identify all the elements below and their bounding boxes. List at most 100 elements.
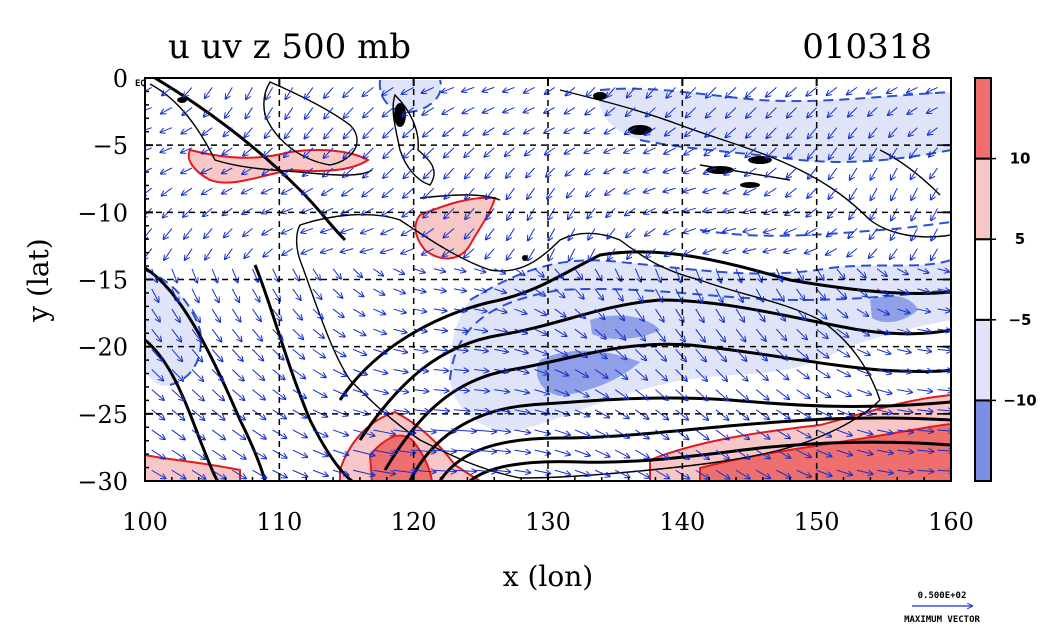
wind-vector-343: [485, 147, 495, 157]
wind-vector-792: [937, 329, 951, 331]
wind-vector-598: [735, 449, 749, 459]
wind-vector-175: [312, 389, 327, 397]
wind-vector-376: [514, 410, 529, 413]
wind-vector-553: [695, 349, 706, 361]
y-tick-label-6: −30: [77, 468, 128, 496]
wind-vector-555: [695, 389, 708, 401]
wind-vector-178: [312, 449, 328, 456]
colorbar-label-1: −5: [1008, 311, 1031, 329]
wind-vector-153: [292, 348, 305, 358]
wind-vector-250: [393, 288, 406, 293]
wind-vector-441: [585, 107, 596, 115]
wind-vector-793: [937, 349, 951, 351]
wind-vector-330: [474, 289, 486, 292]
wind-vector-189: [332, 268, 341, 279]
wind-vector-135: [272, 389, 286, 399]
wind-vector-463: [604, 147, 616, 153]
wind-vector-62: [203, 127, 213, 135]
wind-vector-677: [816, 429, 832, 437]
wind-vector-373: [514, 349, 527, 353]
wind-vector-485: [624, 187, 636, 193]
wind-vector-98: [232, 449, 245, 459]
wind-vector-465: [605, 187, 616, 195]
wind-vector-787: [931, 228, 939, 240]
wind-vector-564: [704, 167, 717, 174]
y-axis-title: y (lat): [22, 238, 55, 322]
wind-vector-283: [424, 147, 435, 158]
wind-vector-644: [787, 167, 797, 178]
wind-vector-657: [796, 429, 811, 438]
wind-vector-134: [272, 369, 285, 380]
wind-vector-370: [514, 288, 525, 294]
wind-vector-632: [775, 328, 786, 340]
wind-vector-514: [655, 369, 667, 381]
wind-vector-721: [868, 107, 878, 116]
wind-vector-71: [211, 308, 220, 322]
wind-vector-4: [145, 167, 152, 174]
wind-vector-110: [252, 288, 259, 302]
wind-vector-746: [891, 208, 898, 220]
wind-vector-617: [755, 429, 769, 439]
wind-vector-27: [164, 228, 173, 239]
wind-vector-22: [160, 127, 173, 133]
wind-vector-182: [324, 127, 334, 139]
wind-vector-76: [211, 409, 224, 420]
wind-vector-303: [444, 147, 455, 158]
wind-vector-716: [856, 409, 872, 415]
wind-vector-467: [607, 228, 616, 238]
wind-vector-410: [554, 288, 565, 298]
wind-vector-200: [343, 87, 354, 97]
wind-vector-97: [232, 429, 245, 439]
wind-vector-713: [856, 348, 870, 355]
wind-vector-531: [675, 308, 684, 322]
wind-vector-23: [160, 147, 173, 152]
wind-vector-346: [486, 208, 495, 219]
wind-vector-449: [594, 268, 602, 281]
wind-vector-212: [352, 328, 365, 335]
wind-vector-230: [373, 288, 384, 295]
wind-vector-450: [594, 288, 603, 300]
wind-vector-630: [775, 288, 783, 301]
wind-vector-528: [665, 248, 676, 257]
wind-vector-654: [796, 369, 809, 379]
wind-vector-72: [211, 328, 221, 341]
wind-vector-85: [222, 187, 233, 194]
wind-vector-253: [393, 349, 408, 352]
wind-vector-547: [683, 227, 696, 232]
island-1: [394, 103, 406, 127]
wind-vector-497: [635, 429, 648, 439]
wind-vector-400: [545, 86, 555, 94]
wind-vector-63: [202, 147, 213, 154]
wind-vector-405: [547, 187, 556, 198]
wind-vector-492: [634, 328, 645, 340]
wind-vector-286: [423, 207, 435, 217]
wind-vector-456: [594, 409, 609, 418]
wind-vector-473: [614, 348, 626, 359]
wind-vector-167: [301, 227, 314, 232]
wind-vector-152: [292, 328, 303, 339]
height-contour-6: [383, 342, 951, 471]
wind-vector-223: [363, 147, 374, 158]
wind-vector-446: [587, 207, 596, 218]
wind-vector-374: [514, 370, 528, 373]
neg-contour-1: [469, 259, 951, 301]
wind-vector-197: [332, 429, 348, 435]
wind-vector-198: [332, 449, 348, 455]
wind-vector-448: [589, 248, 596, 261]
wind-vector-693: [836, 348, 849, 356]
wind-vector-337: [474, 430, 496, 432]
wind-vector-562: [705, 127, 717, 137]
wind-vector-225: [362, 187, 374, 196]
wind-vector-578: [715, 449, 729, 459]
wind-vector-575: [715, 389, 728, 401]
wind-vector-565: [703, 187, 717, 192]
wind-vector-640: [786, 87, 797, 96]
wind-vector-711: [856, 308, 868, 316]
wind-vector-785: [931, 187, 938, 199]
wind-vector-420: [566, 87, 576, 95]
island-2: [593, 92, 607, 100]
wind-vector-751: [897, 308, 909, 313]
colorbar-label-3: 10: [1010, 150, 1031, 168]
wind-vector-7: [145, 228, 153, 239]
wind-vector-436: [574, 409, 589, 417]
